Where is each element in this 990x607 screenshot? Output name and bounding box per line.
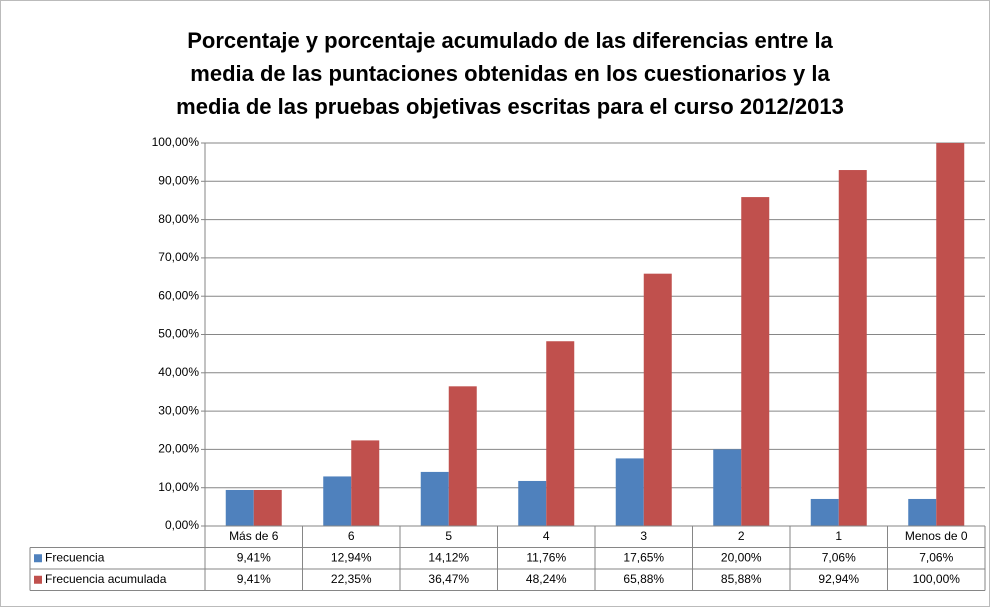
table-value: 20,00% [721, 550, 762, 564]
x-tick-label: 6 [348, 529, 355, 543]
chart-title: Porcentaje y porcentaje acumulado de las… [187, 28, 833, 53]
y-tick-label: 100,00% [152, 135, 200, 149]
table-value: 14,12% [428, 550, 469, 564]
table-value: 17,65% [623, 550, 664, 564]
y-tick-label: 40,00% [158, 365, 199, 379]
y-tick-label: 80,00% [158, 212, 199, 226]
bar [225, 489, 254, 526]
y-tick-label: 60,00% [158, 288, 199, 302]
bar [546, 341, 575, 526]
legend-label: Frecuencia [45, 550, 105, 564]
bar [420, 471, 449, 526]
bar [838, 170, 867, 526]
table-value: 100,00% [913, 572, 961, 586]
x-tick-label: 2 [738, 529, 745, 543]
table-value: 48,24% [526, 572, 567, 586]
bar [713, 449, 742, 526]
table-value: 7,06% [919, 550, 953, 564]
table-value: 7,06% [822, 550, 856, 564]
y-tick-label: 70,00% [158, 250, 199, 264]
table-value: 12,94% [331, 550, 372, 564]
y-tick-label: 50,00% [158, 327, 199, 341]
legend-key [34, 575, 42, 584]
bar [936, 143, 965, 526]
x-tick-label: 4 [543, 529, 550, 543]
bar [643, 273, 672, 526]
y-tick-label: 90,00% [158, 173, 199, 187]
y-tick-label: 20,00% [158, 442, 199, 456]
table-value: 9,41% [237, 550, 271, 564]
y-tick-label: 10,00% [158, 480, 199, 494]
x-tick-label: 5 [445, 529, 452, 543]
bar [518, 480, 547, 526]
y-tick-label: 0,00% [165, 518, 199, 532]
x-tick-label: 1 [835, 529, 842, 543]
table-value: 92,94% [818, 572, 859, 586]
legend-label: Frecuencia acumulada [45, 572, 167, 586]
bar [253, 489, 282, 526]
bar [448, 386, 477, 526]
bar [615, 458, 644, 526]
bar [741, 197, 770, 527]
table-value: 85,88% [721, 572, 762, 586]
bar [351, 440, 380, 526]
y-tick-label: 30,00% [158, 403, 199, 417]
table-value: 22,35% [331, 572, 372, 586]
legend-key [34, 554, 42, 563]
bar [810, 498, 839, 526]
x-tick-label: Más de 6 [229, 529, 279, 543]
bar [908, 498, 937, 526]
table-value: 9,41% [237, 572, 271, 586]
table-value: 65,88% [623, 572, 664, 586]
x-tick-label: Menos de 0 [905, 529, 968, 543]
chart-title: media de las pruebas objetivas escritas … [176, 94, 844, 119]
table-value: 36,47% [428, 572, 469, 586]
table-value: 11,76% [526, 550, 566, 564]
x-tick-label: 3 [640, 529, 647, 543]
bar [323, 476, 352, 526]
chart-title: media de las puntaciones obtenidas en lo… [190, 61, 830, 86]
